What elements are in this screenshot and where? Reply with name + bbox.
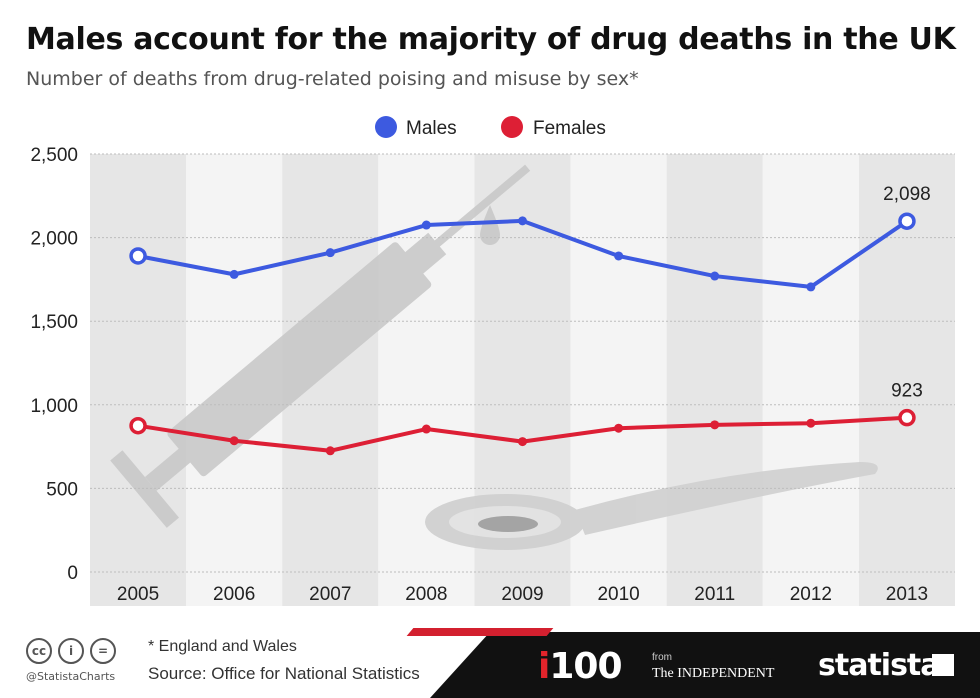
males-point-2005 xyxy=(129,247,147,265)
males-point-2012 xyxy=(806,282,816,292)
x-tick-label: 2011 xyxy=(694,584,735,605)
females-point-2009 xyxy=(518,437,527,447)
males-data-label: 2,098 xyxy=(883,184,931,205)
males-point-2013 xyxy=(898,212,916,230)
brand-accent xyxy=(406,628,554,636)
y-tick-label: 0 xyxy=(67,563,78,584)
legend-males-marker xyxy=(375,116,397,138)
chart-title: Males account for the majority of drug d… xyxy=(26,22,956,57)
males-point-2008 xyxy=(421,220,431,230)
males-point-2007 xyxy=(325,248,335,258)
x-axis: 2005 2006 2007 2008 2009 2010 2011 2012 2013 xyxy=(117,584,928,605)
no-derivatives-icon: = xyxy=(90,638,116,664)
statista-handle: @StatistaCharts xyxy=(26,670,116,683)
males-point-2006 xyxy=(229,269,239,279)
y-tick-label: 500 xyxy=(46,479,78,500)
column-band-2012 xyxy=(762,154,859,606)
column-band-2010 xyxy=(570,154,667,606)
males-point-2011 xyxy=(710,271,720,281)
x-tick-label: 2005 xyxy=(117,584,159,605)
males-point-2009 xyxy=(518,216,527,226)
source: Source: Office for National Statistics xyxy=(148,664,420,683)
x-tick-label: 2010 xyxy=(597,584,639,605)
females-point-2012 xyxy=(806,418,816,428)
y-tick-label: 2,000 xyxy=(30,229,78,250)
legend-females-label: Females xyxy=(533,118,606,139)
females-point-2006 xyxy=(229,436,239,446)
brand-from: from xyxy=(652,652,672,663)
females-point-2010 xyxy=(614,423,624,433)
brand-band xyxy=(430,632,980,698)
i100-logo: i100 xyxy=(538,646,623,687)
x-tick-label: 2008 xyxy=(405,584,447,605)
statista-logo: statista xyxy=(818,648,941,683)
grid-lines xyxy=(90,153,955,573)
x-tick-label: 2009 xyxy=(501,584,543,605)
cc-icon: cc xyxy=(26,638,52,664)
females-point-2005 xyxy=(129,416,147,435)
females-point-2008 xyxy=(421,424,431,434)
column-band-2005 xyxy=(90,154,187,606)
y-tick-label: 2,500 xyxy=(30,145,78,166)
legend: Males Females xyxy=(375,116,606,139)
series-points xyxy=(129,212,916,456)
females-point-2007 xyxy=(325,446,335,456)
x-tick-label: 2007 xyxy=(309,584,351,605)
chart-subtitle: Number of deaths from drug-related poisi… xyxy=(26,68,639,90)
females-point-2013 xyxy=(898,408,916,427)
attribution-icon: i xyxy=(58,638,84,664)
independent-logo: The INDEPENDENT xyxy=(652,666,775,681)
statista-logo-mark xyxy=(932,654,954,676)
column-band-2011 xyxy=(666,154,763,606)
females-point-2011 xyxy=(710,420,720,430)
y-tick-label: 1,000 xyxy=(30,396,78,417)
males-point-2010 xyxy=(614,251,624,261)
license-icons: cc i = xyxy=(26,638,116,664)
footer: cc i = @StatistaCharts * England and Wal… xyxy=(0,628,980,698)
x-tick-label: 2006 xyxy=(213,584,255,605)
footnote: * England and Wales xyxy=(148,638,297,655)
legend-males-label: Males xyxy=(406,118,457,139)
y-tick-label: 1,500 xyxy=(30,312,78,333)
y-axis: 0 500 1,000 1,500 2,000 2,500 xyxy=(30,145,78,584)
legend-females-marker xyxy=(501,116,523,138)
syringe-spoon-illustration xyxy=(110,164,878,550)
data-labels: 2,098 923 xyxy=(883,184,931,401)
females-data-label: 923 xyxy=(891,381,923,402)
x-tick-label: 2012 xyxy=(790,584,832,605)
x-tick-label: 2013 xyxy=(886,584,928,605)
